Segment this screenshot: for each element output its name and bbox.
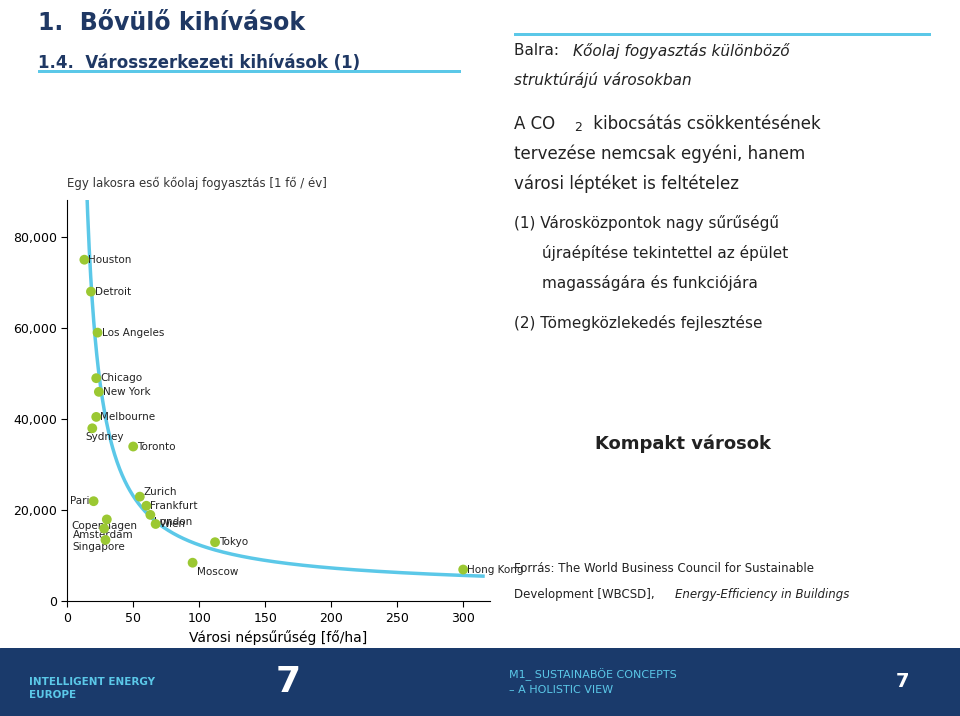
- Text: Egy lakosra eső kőolaj fogyasztás [1 fő / év]: Egy lakosra eső kőolaj fogyasztás [1 fő …: [67, 177, 327, 190]
- Point: [96, 523, 112, 534]
- Text: London: London: [155, 517, 193, 527]
- Text: (1) Városközpontok nagy sűrűségű: (1) Városközpontok nagy sűrűségű: [514, 215, 779, 231]
- Text: Melbourne: Melbourne: [100, 412, 156, 422]
- Text: Singapore: Singapore: [73, 542, 125, 552]
- Text: – A HOLISTIC VIEW: – A HOLISTIC VIEW: [509, 685, 612, 695]
- Text: Hong Kong: Hong Kong: [468, 564, 523, 574]
- Text: Detroit: Detroit: [95, 286, 132, 296]
- Point: [207, 536, 223, 548]
- Point: [91, 386, 107, 397]
- Text: Los Angeles: Los Angeles: [102, 328, 164, 338]
- Text: Houston: Houston: [88, 255, 132, 265]
- Point: [143, 509, 158, 521]
- Point: [139, 500, 155, 511]
- Point: [456, 563, 471, 575]
- Point: [148, 518, 163, 530]
- Text: városi léptéket is feltételez: városi léptéket is feltételez: [514, 175, 738, 193]
- Text: Kőolaj fogyasztás különböző: Kőolaj fogyasztás különböző: [573, 43, 790, 59]
- Text: Zurich: Zurich: [144, 487, 178, 497]
- Text: tervezése nemcsak egyéni, hanem: tervezése nemcsak egyéni, hanem: [514, 145, 804, 163]
- Point: [84, 286, 99, 297]
- Text: Energy-Efficiency in Buildings: Energy-Efficiency in Buildings: [675, 588, 850, 601]
- Text: 2: 2: [574, 121, 582, 134]
- Text: 1.  Bővülő kihívások: 1. Bővülő kihívások: [38, 11, 305, 35]
- Text: 7: 7: [276, 664, 300, 699]
- Point: [185, 557, 201, 569]
- Text: Tokyo: Tokyo: [219, 537, 248, 547]
- Text: Forrás: The World Business Council for Sustainable: Forrás: The World Business Council for S…: [514, 562, 814, 575]
- Text: Chicago: Chicago: [100, 373, 142, 383]
- Point: [77, 254, 92, 266]
- Text: Development [WBCSD],: Development [WBCSD],: [514, 588, 658, 601]
- Text: (2) Tömegközlekedés fejlesztése: (2) Tömegközlekedés fejlesztése: [514, 315, 762, 331]
- Point: [86, 495, 102, 507]
- Text: 7: 7: [896, 672, 909, 691]
- Point: [84, 422, 100, 434]
- Text: magasságára és funkciójára: magasságára és funkciójára: [542, 275, 758, 291]
- Text: INTELLIGENT ENERGY: INTELLIGENT ENERGY: [29, 677, 155, 687]
- Text: A CO: A CO: [514, 115, 555, 132]
- Text: Frankfurt: Frankfurt: [151, 500, 198, 511]
- Text: Copenhagen: Copenhagen: [71, 521, 137, 531]
- Text: Moscow: Moscow: [197, 567, 238, 577]
- Text: Toronto: Toronto: [137, 442, 176, 452]
- Point: [132, 491, 148, 503]
- Text: kibocsátás csökkentésének: kibocsátás csökkentésének: [588, 115, 821, 132]
- Point: [88, 372, 104, 384]
- Text: Amsterdam: Amsterdam: [73, 531, 133, 541]
- Point: [98, 534, 113, 546]
- Text: Paris: Paris: [70, 496, 95, 506]
- Text: M1_ SUSTAINABÖE CONCEPTS: M1_ SUSTAINABÖE CONCEPTS: [509, 668, 677, 681]
- X-axis label: Városi népsűrűség [fő/ha]: Városi népsűrűség [fő/ha]: [189, 630, 368, 645]
- Text: struktúrájú városokban: struktúrájú városokban: [514, 72, 691, 87]
- Text: Kompakt városok: Kompakt városok: [595, 435, 771, 453]
- Text: New York: New York: [103, 387, 151, 397]
- Point: [90, 327, 106, 339]
- Text: újraépítése tekintettel az épület: újraépítése tekintettel az épület: [542, 245, 789, 261]
- Point: [88, 411, 104, 422]
- Text: 1.4.  Városszerkezeti kihívások (1): 1.4. Városszerkezeti kihívások (1): [38, 54, 361, 72]
- Point: [126, 441, 141, 453]
- Text: EUROPE: EUROPE: [29, 690, 76, 700]
- Point: [99, 513, 114, 525]
- Text: Sydney: Sydney: [85, 432, 124, 442]
- Text: Balra:: Balra:: [514, 43, 564, 58]
- Text: Wien: Wien: [159, 519, 185, 529]
